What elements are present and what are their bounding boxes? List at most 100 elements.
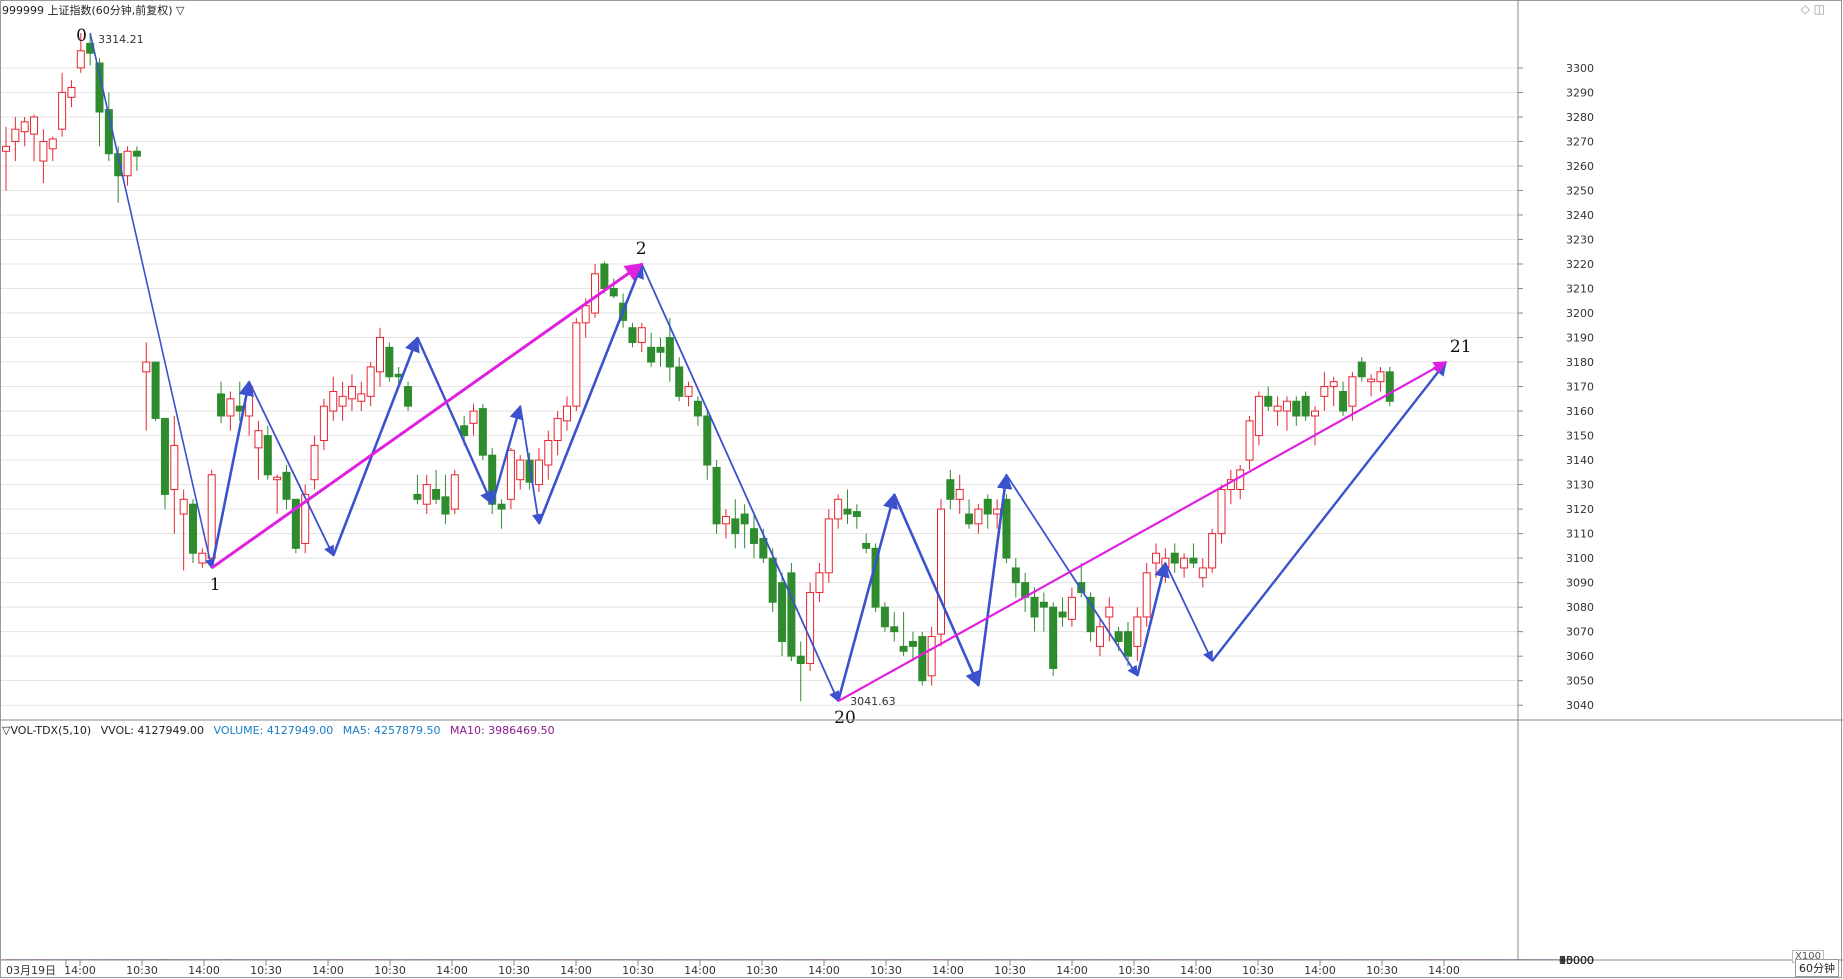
price-tick-label: 3100	[1566, 552, 1594, 565]
candle-body	[609, 288, 618, 297]
candle-body	[965, 513, 974, 525]
indicator-name[interactable]: ▽VOL-TDX(5,10)	[2, 724, 92, 737]
candle-body	[806, 591, 815, 665]
price-tick-label: 3080	[1566, 601, 1594, 614]
price-tick-label: 3120	[1566, 503, 1594, 516]
time-tick-label: 14:00	[1428, 964, 1460, 977]
candle-body	[721, 515, 730, 525]
candle-body	[974, 508, 983, 525]
chart-title: 999999 上证指数(60分钟,前复权) ▽	[2, 4, 185, 17]
time-tick-label: 10:30	[250, 964, 282, 977]
trend-segment	[837, 361, 1448, 703]
candle-body	[123, 150, 132, 177]
candle-body	[740, 513, 749, 525]
candle-body	[11, 128, 20, 142]
time-tick-label: 14:00	[1180, 964, 1212, 977]
time-tick-label: 14:00	[932, 964, 964, 977]
candle-body	[441, 496, 450, 515]
price-tick-label: 3040	[1566, 699, 1594, 712]
candle-body	[1133, 616, 1142, 647]
candle-body	[834, 498, 843, 520]
time-tick-label: 14:00	[64, 964, 96, 977]
candle-body	[301, 493, 310, 544]
candle-body	[76, 50, 85, 69]
candle-body	[993, 508, 1002, 515]
candle-body	[824, 518, 833, 574]
candle-body	[600, 263, 609, 290]
wave-segment	[332, 336, 420, 557]
wave-segment	[893, 493, 980, 688]
candle-body	[48, 138, 57, 150]
candle-body	[1058, 611, 1067, 618]
period-button[interactable]: 60分钟	[1795, 959, 1839, 977]
candle-body	[572, 322, 581, 407]
candle-body	[151, 361, 160, 419]
wave-segment	[977, 473, 1013, 686]
candle-body	[217, 393, 226, 417]
candle-body	[1273, 405, 1282, 412]
window-controls-icon[interactable]: ◇ ◫	[1800, 2, 1825, 16]
price-tick-label: 3200	[1566, 307, 1594, 320]
trend-segment	[210, 262, 644, 570]
candle-body	[254, 430, 263, 449]
time-tick-label: 10:30	[870, 964, 902, 977]
candle-body	[226, 398, 235, 417]
time-tick-label: 10:30	[746, 964, 778, 977]
volume-value: VOLUME: 4127949.00	[213, 724, 334, 737]
candle-body	[1039, 601, 1048, 608]
candle-body	[422, 484, 431, 505]
candle-body	[179, 498, 188, 515]
volume-tick-label: 45000	[1559, 954, 1594, 967]
vvol-value: VVOL: 4127949.00	[100, 724, 204, 737]
candle-body	[880, 606, 889, 628]
candle-body	[1142, 572, 1151, 618]
wave-segment	[89, 32, 215, 569]
candle-body	[1320, 386, 1329, 397]
candle-body	[404, 386, 413, 407]
candle-body	[142, 361, 151, 373]
candle-body	[544, 439, 553, 466]
volume-tick-label: 30000	[1559, 954, 1594, 967]
price-tick-label: 3260	[1566, 160, 1594, 173]
candle-body	[207, 474, 216, 559]
wave-segment	[519, 406, 543, 525]
wave-segment	[416, 337, 494, 506]
price-tick-label: 3140	[1566, 454, 1594, 467]
candle-body	[319, 405, 328, 441]
volume-tick-label: 90000	[1559, 954, 1594, 967]
candle-body	[450, 474, 459, 510]
candle-body	[955, 489, 964, 500]
candle-body	[759, 538, 768, 559]
candle-body	[675, 366, 684, 397]
candle-body	[67, 87, 76, 98]
time-tick-label: 10:30	[374, 964, 406, 977]
candle-body	[1170, 552, 1179, 564]
price-tick-label: 3280	[1566, 111, 1594, 124]
volume-tick-label: 15000	[1559, 954, 1594, 967]
candle-body	[1236, 469, 1245, 491]
candle-body	[160, 417, 169, 495]
candle-body	[684, 386, 693, 397]
candle-body	[778, 582, 787, 642]
candle-body	[469, 410, 478, 424]
candle-body	[731, 518, 740, 535]
candle-body	[703, 415, 712, 466]
time-tick-label: 14:00	[1304, 964, 1336, 977]
candle-body	[1180, 557, 1189, 569]
time-tick-label: 10:30	[622, 964, 654, 977]
candle-body	[385, 346, 394, 378]
candle-body	[946, 479, 955, 500]
candle-body	[1301, 395, 1310, 417]
candle-body	[591, 273, 600, 314]
ma10-value: MA10: 3986469.50	[449, 724, 555, 737]
price-tick-label: 3290	[1566, 86, 1594, 99]
price-tick-label: 3130	[1566, 479, 1594, 492]
wave-lines	[89, 32, 1448, 703]
candle-body	[132, 150, 141, 157]
candle-body	[1329, 381, 1338, 388]
candle-body	[263, 435, 272, 476]
price-tick-label: 3060	[1566, 650, 1594, 663]
candle-body	[478, 408, 487, 456]
candle-body	[20, 121, 29, 133]
